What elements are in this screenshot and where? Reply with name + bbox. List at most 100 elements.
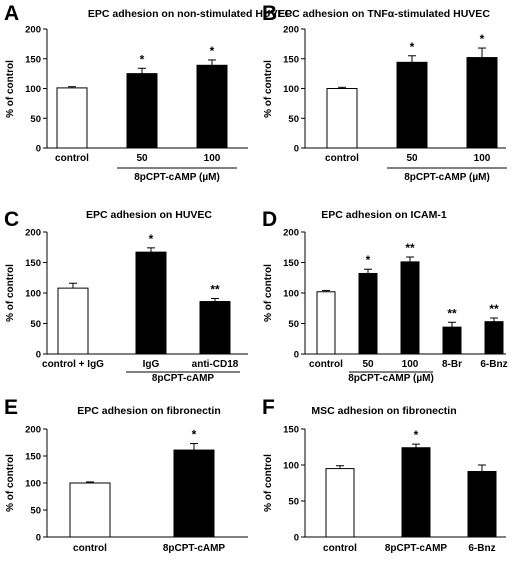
bar — [69, 482, 111, 538]
significance-mark: * — [140, 52, 145, 66]
y-axis-label: % of control — [263, 454, 274, 512]
bar — [484, 321, 504, 355]
panel-e: E EPC adhesion on fibronectin % of control… — [4, 396, 248, 554]
category-label: 100 — [204, 153, 221, 164]
category-label: control — [323, 543, 357, 554]
y-tick-label: 50 — [288, 497, 299, 508]
category-label: 6-Bnz — [468, 543, 495, 554]
y-tick-label: 0 — [36, 350, 41, 361]
y-axis-label: % of control — [5, 264, 16, 322]
y-tick-label: 50 — [30, 114, 41, 125]
panel-title: EPC adhesion on ICAM-1 — [321, 209, 447, 221]
panel-f: F MSC adhesion on fibronectin % of control… — [262, 396, 506, 554]
bar — [199, 301, 231, 355]
significance-mark: * — [410, 40, 415, 54]
y-axis-label: % of control — [263, 264, 274, 322]
bar — [196, 64, 228, 149]
group-label: 8pCPT-cAMP (µM) — [348, 373, 434, 384]
y-tick-label: 0 — [294, 144, 299, 155]
category-label: 8-Br — [442, 359, 462, 370]
category-label: control — [309, 359, 343, 370]
category-label: 50 — [136, 153, 148, 164]
category-label: anti-CD18 — [192, 359, 239, 370]
category-label: 8pCPT-cAMP — [385, 543, 448, 554]
bar — [316, 291, 336, 355]
y-tick-label: 50 — [288, 114, 299, 125]
category-label: 50 — [362, 359, 374, 370]
category-label: 8pCPT-cAMP — [163, 543, 226, 554]
panel-title: MSC adhesion on fibronectin — [311, 405, 456, 417]
bar — [173, 449, 215, 538]
y-tick-label: 200 — [283, 228, 299, 239]
panel-letter: D — [262, 208, 277, 231]
y-tick-label: 0 — [294, 533, 299, 544]
panel-a: A EPC adhesion on non-stimulated HUVEC % o… — [4, 2, 293, 183]
category-label: control — [325, 153, 359, 164]
bar — [326, 88, 358, 149]
y-tick-label: 100 — [283, 289, 299, 300]
group-label: 8pCPT-cAMP (µM) — [404, 172, 490, 183]
significance-mark: * — [366, 253, 371, 267]
bar — [442, 326, 462, 355]
bar — [466, 57, 498, 149]
category-label: 100 — [474, 153, 491, 164]
y-axis-label: % of control — [5, 60, 16, 118]
category-label: 50 — [406, 153, 418, 164]
category-label: IgG — [143, 359, 160, 370]
group-label: 8pCPT-cAMP (µM) — [134, 172, 220, 183]
y-tick-label: 200 — [283, 25, 299, 36]
y-tick-label: 50 — [30, 506, 41, 517]
y-tick-label: 0 — [36, 533, 41, 544]
y-tick-label: 100 — [25, 84, 41, 95]
y-tick-label: 200 — [25, 25, 41, 36]
y-tick-label: 200 — [25, 228, 41, 239]
significance-mark: ** — [489, 302, 499, 316]
y-tick-label: 50 — [288, 319, 299, 330]
significance-mark: * — [149, 232, 154, 246]
bar — [57, 287, 89, 355]
bar — [396, 61, 428, 149]
bar — [56, 87, 88, 149]
y-tick-label: 100 — [283, 461, 299, 472]
y-tick-label: 150 — [25, 452, 41, 463]
panel-b: B EPC adhesion on TNFα-stimulated HUVEC % … — [262, 2, 507, 183]
significance-mark: * — [192, 428, 197, 442]
y-tick-label: 200 — [25, 425, 41, 436]
bar — [135, 251, 167, 355]
significance-mark: * — [414, 428, 419, 442]
significance-mark: ** — [405, 241, 415, 255]
panel-letter: C — [4, 208, 19, 231]
category-label: control + IgG — [42, 359, 104, 370]
y-tick-label: 100 — [25, 479, 41, 490]
significance-mark: ** — [447, 306, 457, 320]
category-label: 6-Bnz — [480, 359, 507, 370]
y-axis-label: % of control — [263, 60, 274, 118]
panel-title: EPC adhesion on non-stimulated HUVEC — [88, 8, 293, 20]
category-label: 100 — [402, 359, 419, 370]
panel-letter: B — [262, 2, 277, 25]
panel-d: D EPC adhesion on ICAM-1 % of control 0 50 10… — [262, 208, 508, 384]
bar — [325, 468, 355, 538]
y-axis-label: % of control — [5, 454, 16, 512]
bar — [400, 261, 420, 355]
significance-mark: ** — [210, 282, 220, 296]
group-label: 8pCPT-cAMP — [152, 373, 215, 384]
y-tick-label: 0 — [294, 350, 299, 361]
panel-title: EPC adhesion on HUVEC — [86, 209, 212, 221]
panel-letter: F — [262, 396, 275, 419]
bar — [467, 470, 497, 538]
bar — [126, 73, 158, 149]
panel-letter: E — [4, 396, 18, 419]
bar — [358, 272, 378, 355]
significance-mark: * — [210, 44, 215, 58]
significance-mark: * — [480, 32, 485, 46]
y-tick-label: 100 — [25, 289, 41, 300]
panel-letter: A — [4, 2, 19, 25]
y-tick-label: 150 — [283, 425, 299, 436]
panel-title: EPC adhesion on TNFα-stimulated HUVEC — [278, 8, 490, 20]
bar — [401, 447, 431, 538]
y-tick-label: 150 — [283, 54, 299, 65]
y-tick-label: 100 — [283, 84, 299, 95]
panel-title: EPC adhesion on fibronectin — [77, 405, 221, 417]
